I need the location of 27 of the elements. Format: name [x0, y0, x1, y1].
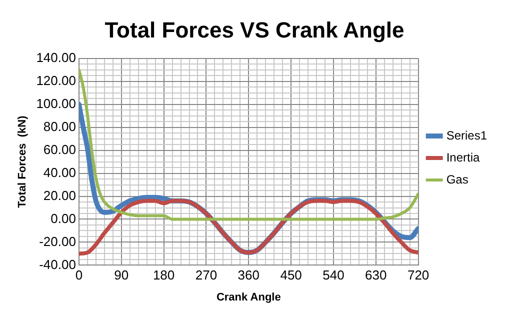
- y-axis-title: Total Forces (kN): [16, 115, 29, 208]
- y-tick-label: 140.00: [36, 50, 76, 65]
- x-tick-label: 630: [365, 268, 387, 283]
- x-tick-label: 360: [238, 268, 260, 283]
- y-tick-label: 80.00: [43, 118, 76, 134]
- x-tick-label: 720: [407, 268, 430, 283]
- y-tick-label: 60.00: [43, 142, 76, 157]
- line-series: [78, 198, 418, 256]
- y-tick-label: 0.00: [50, 210, 76, 226]
- legend-label: Series1: [446, 128, 488, 142]
- x-tick-label: 180: [152, 268, 175, 283]
- y-tick-label: -40.00: [39, 256, 76, 272]
- x-tick-label: 90: [114, 268, 129, 283]
- x-tick-label: 540: [322, 268, 344, 283]
- x-tick-label: 0: [75, 268, 83, 283]
- y-tick-label: 120.00: [36, 72, 76, 88]
- y-tick-label: -20.00: [39, 234, 76, 249]
- chart-title: Total Forces VS Crank Angle: [104, 17, 404, 42]
- line-series: [78, 68, 418, 221]
- x-tick-label: 450: [280, 268, 302, 283]
- y-tick-label: 20.00: [43, 188, 76, 203]
- legend-label: Inertia: [446, 150, 480, 164]
- x-axis-title: Crank Angle: [216, 291, 281, 304]
- y-tick-label: 40.00: [43, 164, 76, 180]
- legend-label: Gas: [446, 172, 468, 186]
- x-tick-label: 270: [195, 268, 218, 283]
- y-tick-label: 100.00: [36, 96, 76, 111]
